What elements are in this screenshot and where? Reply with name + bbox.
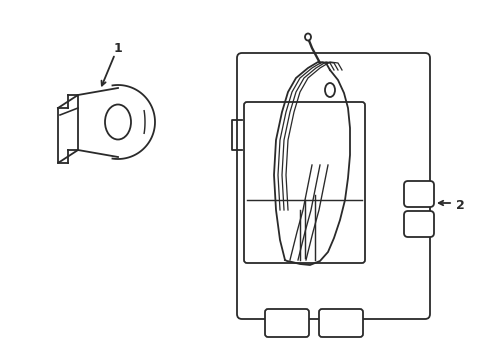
FancyBboxPatch shape: [403, 181, 433, 207]
FancyBboxPatch shape: [403, 211, 433, 237]
FancyBboxPatch shape: [237, 53, 429, 319]
Ellipse shape: [305, 33, 310, 41]
Ellipse shape: [325, 83, 334, 97]
Text: 1: 1: [113, 41, 122, 54]
FancyBboxPatch shape: [244, 102, 364, 263]
FancyBboxPatch shape: [318, 309, 362, 337]
Text: 2: 2: [455, 198, 464, 212]
FancyBboxPatch shape: [264, 309, 308, 337]
